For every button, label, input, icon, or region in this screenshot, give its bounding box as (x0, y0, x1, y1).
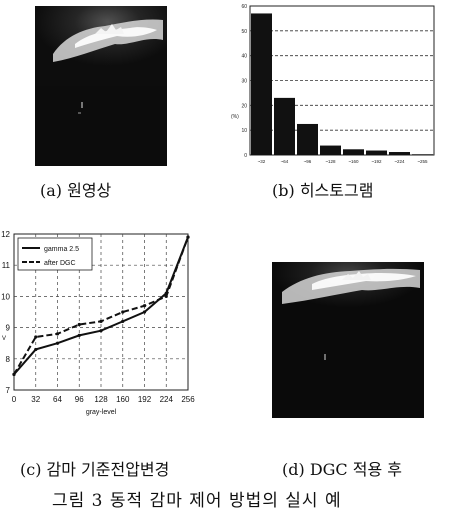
histogram-bar (297, 123, 318, 155)
histogram-bar (412, 154, 433, 155)
y-tick-label: 50 (241, 29, 247, 35)
x-tick-label: ~64 (281, 159, 289, 164)
y-tick-label: 11 (2, 261, 11, 270)
x-tick-label: 96 (75, 395, 84, 404)
y-axis-label: (%) (231, 114, 239, 120)
x-tick-label: ~224 (394, 159, 405, 164)
y-tick-label: 30 (241, 79, 247, 85)
legend-label: after DGC (44, 260, 76, 267)
y-tick-label: 7 (6, 386, 11, 395)
x-tick-label: ~128 (325, 159, 336, 164)
x-axis-label: gray-level (86, 409, 117, 416)
gamma-voltage-chart: 0 32 64 96 128 160 192 224 256 7 8 9 10 11 12 gray-leve… (1, 230, 195, 416)
series-2-point (12, 372, 16, 376)
histogram-chart: 0 10 20 30 40 50 60 (%) ~32 ~64 ~96 ~128 ~160 ~192 ~22… (231, 4, 435, 164)
legend-box (17, 237, 93, 271)
histogram-bar (251, 13, 272, 156)
y-tick-label: 8 (6, 355, 11, 364)
x-tick-label: ~160 (348, 159, 359, 164)
x-tick-label: 160 (116, 395, 130, 404)
series-2-point (99, 319, 103, 323)
x-tick-label: 192 (138, 395, 152, 404)
series-2-point (34, 335, 38, 339)
x-tick-label: ~32 (258, 159, 266, 164)
histogram-bar (320, 145, 341, 155)
x-tick-label: 128 (94, 395, 108, 404)
y-tick-label: 10 (1, 292, 10, 301)
caption-d: (d) DGC 적용 후 (282, 460, 402, 479)
series-2-point (121, 310, 125, 314)
y-tick-label: 9 (6, 324, 11, 333)
y-tick-label: 40 (241, 54, 247, 60)
y-tick-label: 12 (1, 230, 10, 239)
series-2-point (164, 294, 168, 298)
caption-a: (a) 원영상 (40, 181, 112, 200)
series-2-point (77, 322, 81, 327)
x-tick-label: ~192 (371, 159, 382, 164)
series-1-point (77, 333, 81, 337)
original-image (35, 6, 167, 166)
x-tick-label: 64 (53, 395, 62, 404)
histogram-bar (366, 150, 387, 155)
figure-caption: 그림 3 동적 감마 제어 방법의 실시 예 (52, 491, 342, 511)
y-tick-label: 20 (241, 103, 247, 109)
x-tick-label: 32 (31, 395, 40, 404)
legend-label: gamma 2.5 (44, 246, 79, 253)
histogram-bar (274, 97, 295, 155)
series-1-point (55, 341, 60, 345)
x-tick-label: 256 (181, 395, 195, 404)
x-tick-label: ~96 (304, 159, 312, 164)
series-1-point (34, 347, 38, 352)
histogram-bar (343, 149, 364, 155)
series-1-point (142, 310, 147, 314)
dgc-result-image (272, 262, 424, 418)
series-2-point (142, 304, 147, 308)
y-tick-label: 10 (241, 128, 247, 134)
x-tick-label: ~255 (417, 159, 428, 164)
caption-b: (b) 히스토그램 (272, 181, 374, 200)
histogram-bar (389, 152, 410, 155)
series-1-point (121, 319, 125, 323)
y-tick-label: 0 (244, 153, 247, 159)
x-tick-label: 224 (160, 395, 174, 404)
series-2-point (186, 235, 190, 239)
x-tick-label: 0 (12, 395, 17, 404)
caption-c: (c) 감마 기준전압변경 (20, 460, 170, 479)
y-axis-label: V (2, 336, 6, 342)
y-tick-label: 60 (241, 4, 247, 10)
series-1-point (99, 329, 103, 333)
series-2-point (55, 332, 60, 336)
